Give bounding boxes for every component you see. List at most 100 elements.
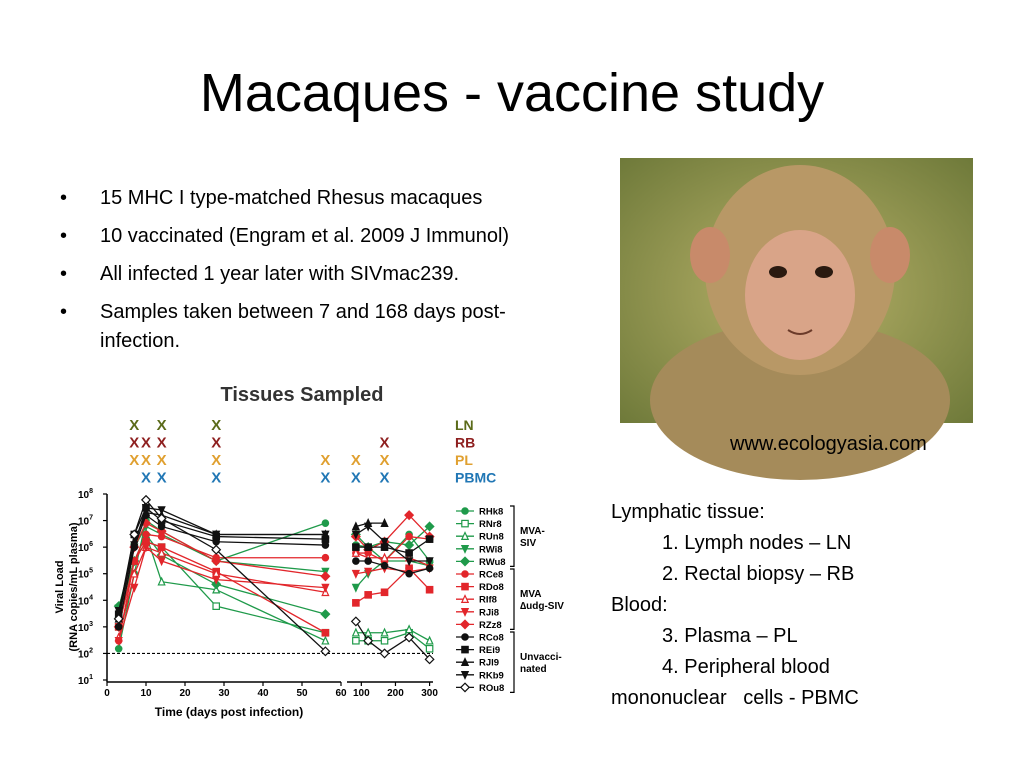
y-tick-exp: 6 (89, 541, 93, 548)
marker (460, 607, 470, 617)
marker (459, 556, 471, 567)
marker (351, 521, 361, 531)
group-bracket (510, 568, 515, 630)
y-tick-exp: 3 (89, 621, 93, 628)
bullet: Samples taken between 7 and 168 days pos… (56, 298, 576, 356)
tissue-mark: X (320, 452, 330, 469)
marker (364, 627, 373, 637)
tissue-mark: X (320, 470, 330, 487)
marker (424, 521, 435, 532)
marker (364, 522, 373, 532)
bullet: 10 vaccinated (Engram et al. 2009 J Immu… (56, 222, 576, 251)
y-tick-base: 10 (78, 570, 90, 581)
legend-label: RJi8 (479, 607, 499, 618)
y-tick-label: 104 (78, 594, 93, 607)
marker (461, 633, 469, 641)
series-line (118, 514, 326, 627)
marker (425, 557, 434, 567)
marker (321, 530, 330, 540)
y-tick-label: 108 (78, 488, 93, 501)
marker (405, 532, 413, 541)
tissue-notes: Lymphatic tissue: 1. Lymph nodes – LN 2. R… (611, 497, 911, 714)
marker (460, 670, 470, 680)
group-label: nated (520, 664, 547, 675)
marker (364, 591, 372, 599)
marker (380, 588, 389, 597)
marker (460, 544, 470, 554)
tissue-mark: X (157, 417, 167, 434)
marker (321, 519, 330, 527)
marker (425, 635, 434, 645)
marker (352, 636, 360, 645)
y-tick-base: 10 (78, 543, 90, 554)
chart-title: Tissues Sampled (220, 384, 383, 406)
y-tick-label: 103 (78, 621, 93, 634)
tissue-mark: X (129, 435, 139, 452)
tissue-mark: X (211, 435, 221, 452)
tissue-mark: X (129, 452, 139, 469)
legend-label: RWu8 (479, 557, 506, 568)
y-tick-exp: 8 (89, 488, 93, 495)
marker (425, 644, 434, 653)
marker (461, 582, 469, 591)
marker (351, 547, 361, 557)
marker (114, 644, 123, 653)
marker (320, 646, 331, 657)
note-line: 2. Rectal biopsy – RB (662, 563, 855, 585)
x-axis-label: Time (days post infection) (155, 705, 303, 719)
x-tick-label: 0 (104, 688, 110, 699)
y-tick-base: 10 (78, 596, 90, 607)
series-line (118, 540, 326, 634)
y-tick-exp: 2 (89, 647, 93, 654)
marker (404, 632, 415, 643)
x-tick-label: 60 (335, 688, 347, 699)
tissue-mark: X (380, 452, 390, 469)
marker (461, 645, 469, 654)
group-bracket (510, 631, 515, 693)
y-tick-label: 102 (78, 647, 93, 660)
legend-label: RHk8 (479, 507, 503, 518)
x-tick-label: 100 (353, 688, 370, 699)
marker (157, 506, 166, 516)
note-line: 1. Lymph nodes – LN (662, 532, 852, 554)
marker (380, 636, 389, 645)
x-tick-label: 10 (140, 688, 152, 699)
y-tick-base: 10 (78, 623, 90, 634)
y-tick-exp: 7 (89, 515, 93, 522)
marker (461, 570, 469, 578)
marker (212, 602, 221, 610)
legend-label: RCo8 (479, 633, 504, 644)
tissue-label: PL (455, 452, 473, 468)
legend-label: RUn8 (479, 532, 504, 543)
marker (364, 543, 372, 551)
marker (211, 555, 222, 567)
series-line (118, 498, 326, 652)
marker (129, 529, 140, 540)
marker (364, 567, 373, 577)
tissue-label: RB (455, 435, 475, 451)
y-axis-label-line: Viral Load (54, 561, 66, 614)
marker (130, 583, 139, 593)
tissue-mark: X (380, 470, 390, 487)
marker (460, 531, 470, 541)
bullet-list: 15 MHC I type-matched Rhesus macaques 10 … (56, 184, 576, 365)
y-tick-base: 10 (78, 517, 90, 528)
y-tick-base: 10 (78, 649, 90, 660)
marker (321, 553, 330, 562)
marker (351, 583, 361, 593)
marker (350, 616, 361, 627)
marker (114, 636, 123, 646)
marker (141, 543, 151, 553)
bullet: All infected 1 year later with SIVmac239… (56, 260, 576, 289)
tissue-mark: X (157, 470, 167, 487)
marker (460, 657, 470, 667)
marker (380, 552, 389, 562)
marker (459, 619, 471, 630)
marker (212, 530, 221, 540)
y-tick-exp: 1 (89, 674, 93, 681)
marker (424, 654, 435, 665)
marker (211, 544, 222, 555)
group-label: Unvacci- (520, 652, 562, 663)
